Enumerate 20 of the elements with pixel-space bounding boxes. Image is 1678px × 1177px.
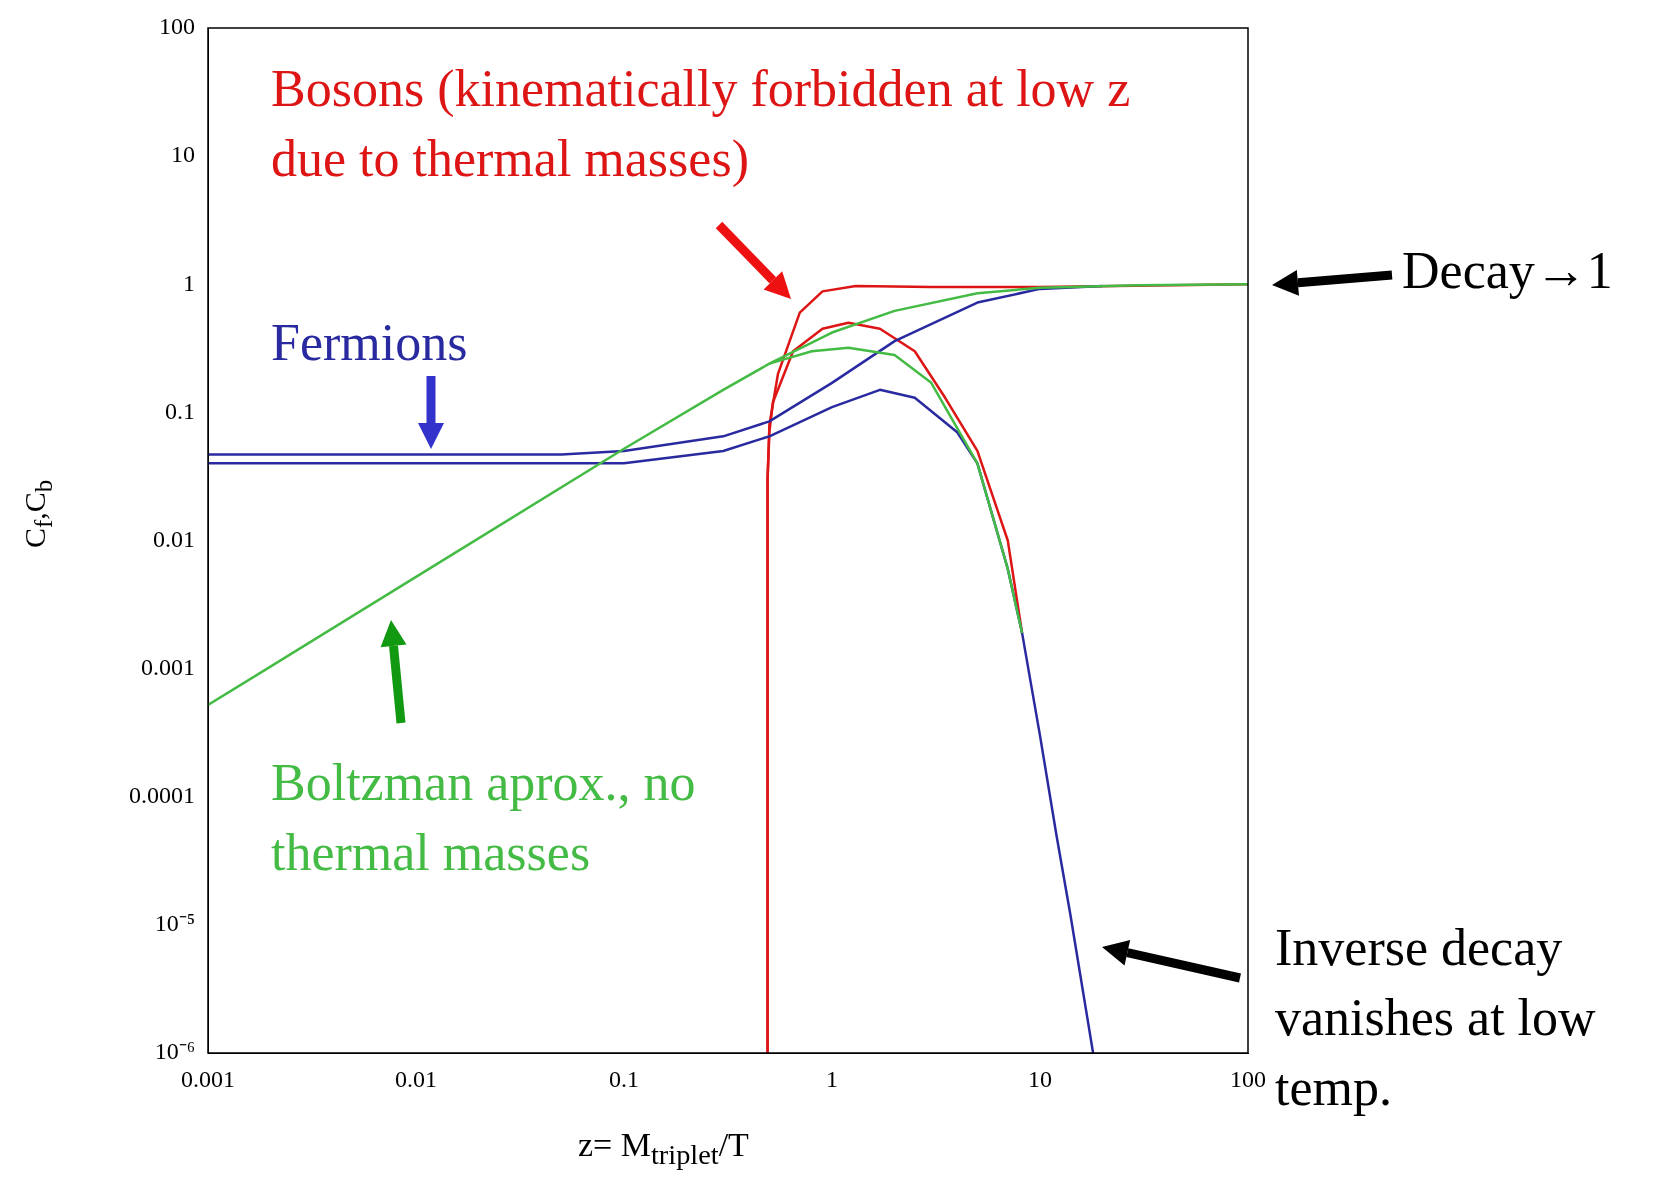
y-tick-label: 1 (183, 269, 195, 296)
y-tick-label: 0.001 (141, 653, 195, 680)
y-tick-label: 0.0001 (129, 782, 195, 809)
x-axis-title: z= M$_{triplet}$/T (578, 1126, 749, 1171)
series-label: Fermions (271, 313, 469, 373)
y-tick-label: 100 (159, 13, 195, 40)
y-tick-label: 0.01 (153, 525, 195, 552)
text: Inverse decay vanishes at low temp. (1275, 918, 1597, 1119)
x-tick-label: 100 (1230, 1065, 1266, 1092)
y-tick-label: 0.1 (165, 397, 195, 424)
series-label: Bosons (kinematically forbidden at low z due to thermal masses) (271, 59, 1132, 190)
x-tick-label: 1 (826, 1065, 838, 1092)
y-tick-label: 10⁻⁵ (154, 910, 195, 937)
text: Decay→1 (1402, 241, 1614, 301)
y-tick-label: 10 (171, 141, 195, 168)
x-tick-label: 0.1 (609, 1065, 639, 1092)
y-tick-label: 10⁻⁶ (154, 1038, 195, 1065)
x-tick-label: 10 (1028, 1065, 1052, 1092)
series-label: Boltzman aprox., no thermal masses (271, 753, 697, 884)
x-tick-label: 0.01 (395, 1065, 437, 1092)
